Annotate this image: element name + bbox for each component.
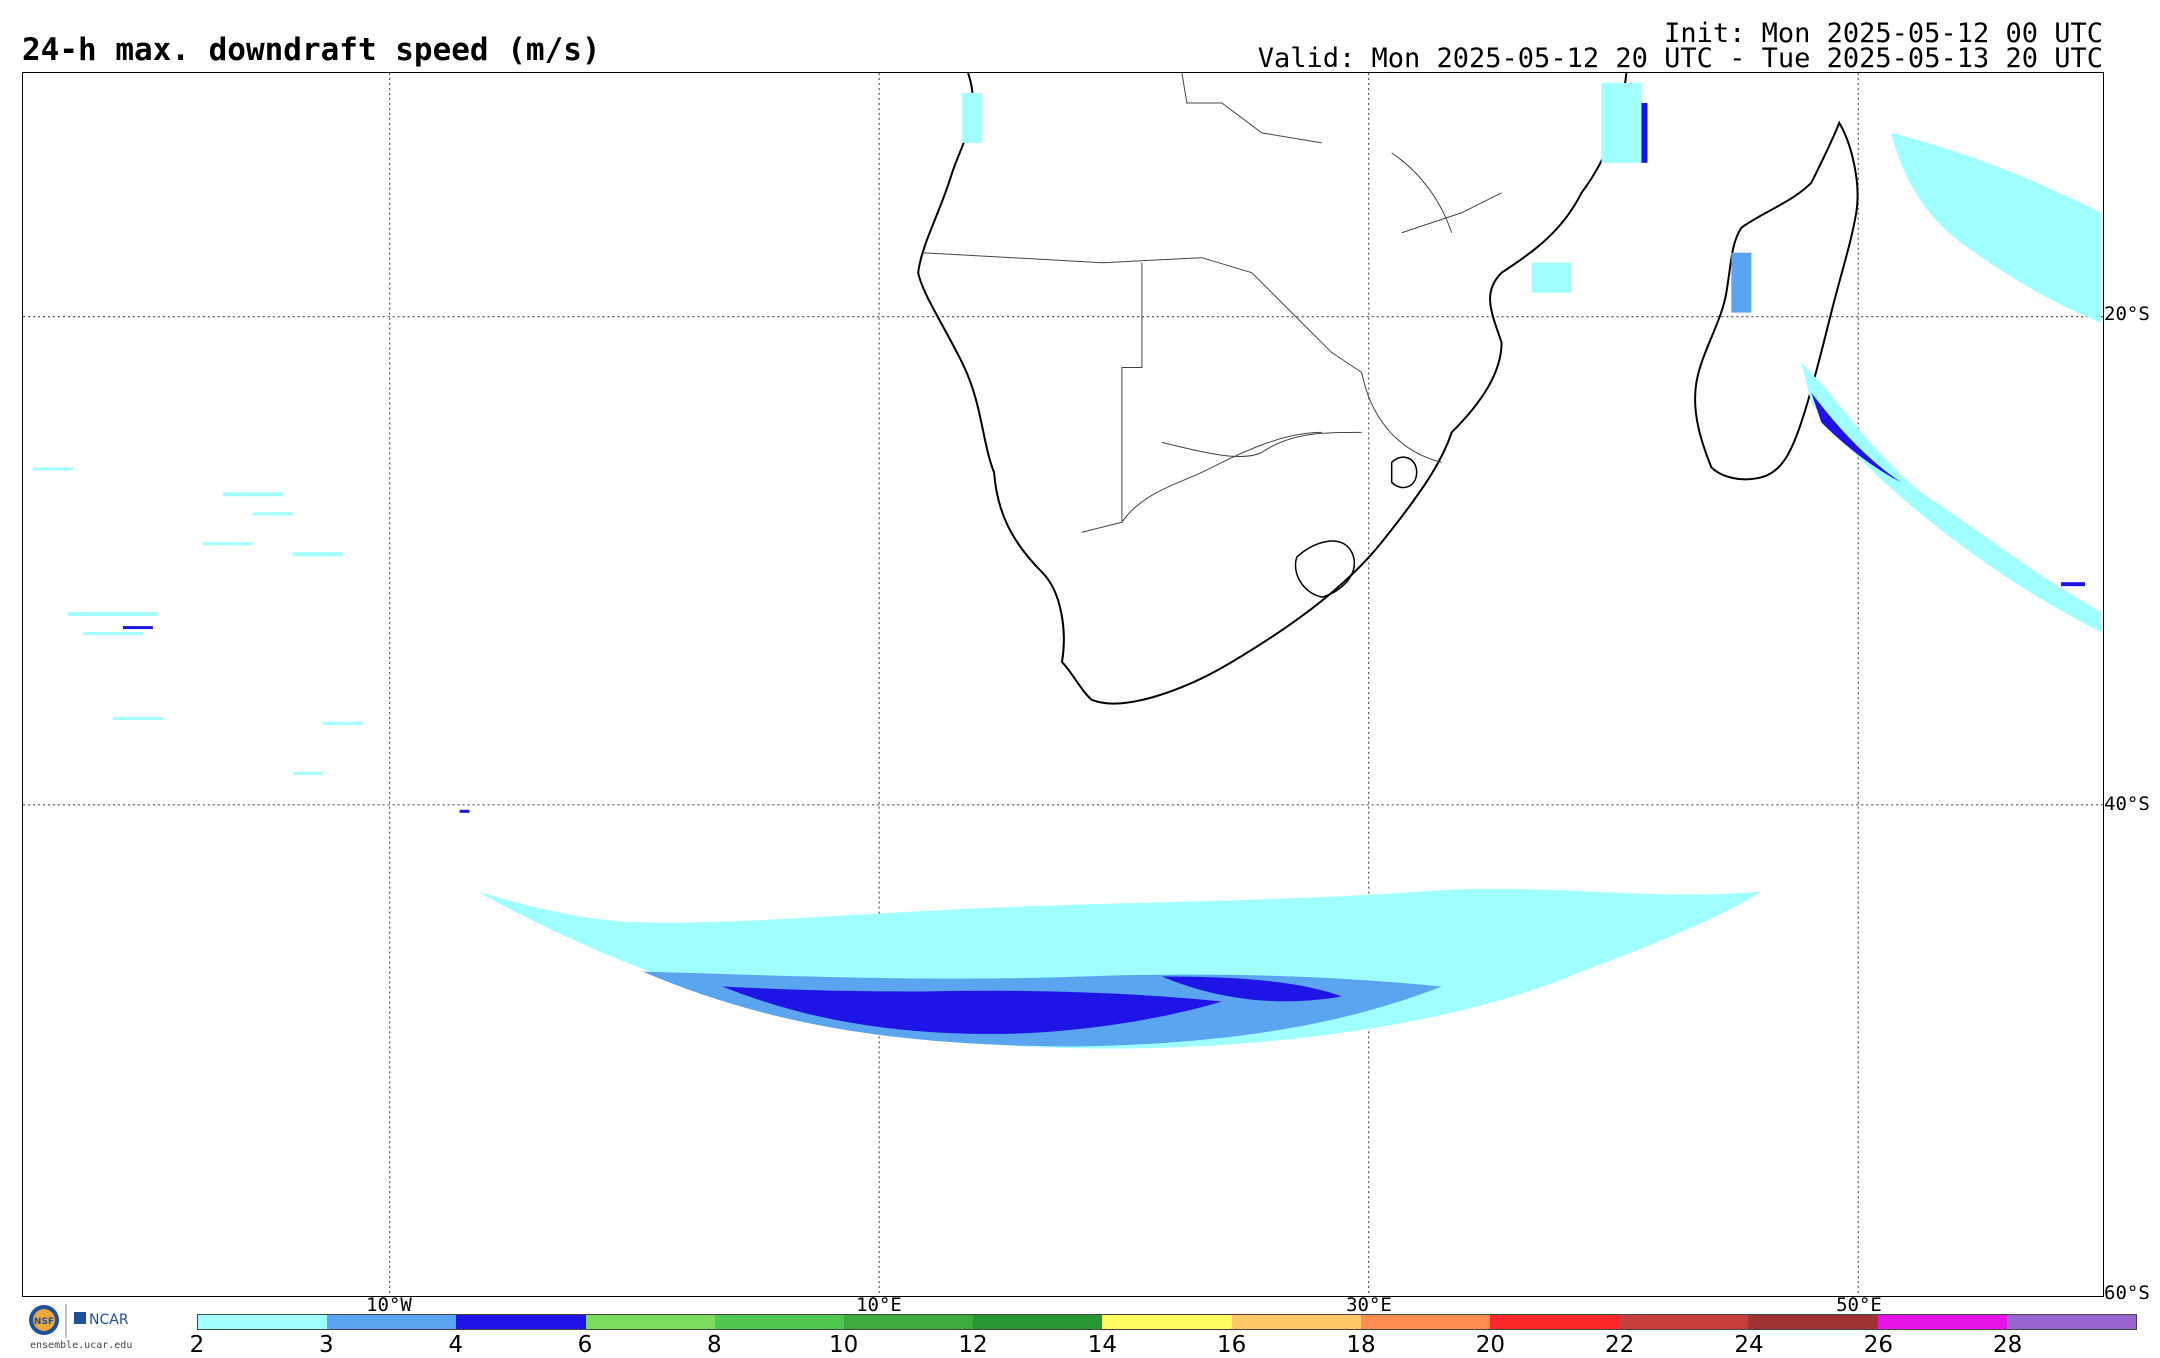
- colorbar-segment: [327, 1315, 457, 1329]
- map-title: 24-h max. downdraft speed (m/s): [22, 32, 601, 68]
- lat-label-40s: 40°S: [2104, 793, 2150, 815]
- madagascar-coastline: [1694, 120, 1859, 481]
- africa-coastline: [917, 73, 1628, 705]
- init-time: Init: Mon 2025-05-12 00 UTC: [1664, 18, 2103, 49]
- colorbar-segment: [585, 1315, 715, 1329]
- colorbar-segment: [198, 1315, 328, 1329]
- colorbar-segment: [714, 1315, 845, 1329]
- lesotho-border: [1294, 540, 1356, 598]
- colorbar-segment: [2006, 1315, 2137, 1329]
- colorbar-tick-label: 16: [1217, 1332, 1247, 1358]
- colorbar-tick-label: 6: [577, 1332, 593, 1358]
- colorbar-tick-label: 10: [829, 1332, 859, 1358]
- country-borders: [922, 73, 1502, 533]
- colorbar-tick-label: 20: [1475, 1332, 1505, 1358]
- colorbar-tick-label: 2: [189, 1332, 205, 1358]
- colorbar-tick-label: 14: [1087, 1332, 1117, 1358]
- colorbar-tick-label: 26: [1863, 1332, 1893, 1358]
- colorbar-tick-label: 3: [319, 1332, 334, 1358]
- colorbar-segment: [1877, 1315, 2007, 1329]
- downdraft-speckles-northeast: [962, 82, 2102, 323]
- lon-label-30e: 30°E: [1346, 1294, 1392, 1316]
- valid-time: Valid: Mon 2025-05-12 20 UTC - Tue 2025-…: [1257, 43, 2103, 74]
- colorbar-tick-label: 22: [1605, 1332, 1635, 1358]
- eswatini-border: [1390, 456, 1418, 489]
- map-canvas: [23, 73, 2103, 1296]
- map-panel: [22, 72, 2104, 1297]
- colorbar-tick-label: 12: [958, 1332, 988, 1358]
- colorbar-tick-label: 24: [1734, 1332, 1764, 1358]
- colorbar-segment: [1619, 1315, 1749, 1329]
- colorbar-tick-label: 18: [1346, 1332, 1376, 1358]
- lat-label-20s: 20°S: [2104, 303, 2150, 325]
- lon-label-10e: 10°E: [856, 1294, 902, 1316]
- colorbar-tick-label: 28: [1993, 1332, 2023, 1358]
- colorbar-tick-label: 4: [448, 1332, 463, 1358]
- lon-label-10w: 10°W: [366, 1294, 412, 1316]
- colorbar: [197, 1314, 2137, 1330]
- lon-label-50e: 50°E: [1836, 1294, 1882, 1316]
- colorbar-tick-label: 8: [707, 1332, 722, 1358]
- colorbar-segment: [1231, 1315, 1361, 1329]
- colorbar-segment: [1102, 1315, 1232, 1329]
- colorbar-segment: [844, 1315, 974, 1329]
- logo-url: ensemble.ucar.edu: [30, 1340, 133, 1351]
- colorbar-segment: [1490, 1315, 1620, 1329]
- downdraft-streak-east: [1801, 362, 2102, 633]
- colorbar-segment: [1360, 1315, 1491, 1329]
- colorbar-segment: [1748, 1315, 1878, 1329]
- downdraft-band-south: [477, 888, 1762, 1049]
- colorbar-segment: [973, 1315, 1103, 1329]
- logo-ncar-text: NCAR: [89, 1312, 129, 1328]
- nsf-ncar-logo: NSF NCAR: [29, 1304, 129, 1338]
- graticule: [23, 73, 2103, 1296]
- downdraft-speckles-west: [32, 467, 363, 775]
- logo-nsf-text: NSF: [34, 1317, 54, 1327]
- lat-label-60s: 60°S: [2104, 1282, 2150, 1304]
- colorbar-segment: [456, 1315, 586, 1329]
